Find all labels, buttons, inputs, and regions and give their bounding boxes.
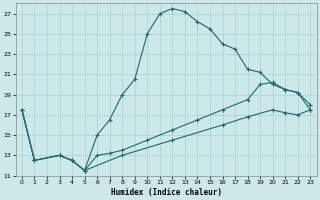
X-axis label: Humidex (Indice chaleur): Humidex (Indice chaleur) (111, 188, 221, 197)
